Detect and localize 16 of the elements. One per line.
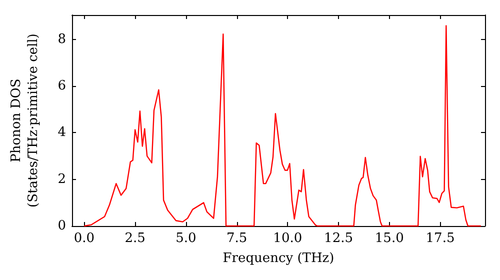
x-tick-label: 12.5	[324, 231, 353, 246]
y-axis-title: Phonon DOS (States/THz·primitive cell)	[9, 33, 41, 208]
x-tick-label: 7.5	[226, 231, 248, 246]
x-axis-title: Frequency (THz)	[222, 251, 334, 266]
y-tick-label: 0	[58, 218, 66, 234]
y-tick-label: 2	[58, 172, 66, 187]
y-tick-label: 6	[58, 78, 66, 94]
y-tick-label: 8	[58, 32, 66, 47]
x-tick-label: 15.0	[374, 231, 404, 246]
line-series	[84, 25, 482, 227]
x-tick-label: 5.0	[176, 231, 196, 246]
x-tick-label: 17.5	[426, 231, 455, 246]
y-tick-label: 4	[58, 125, 66, 140]
x-tick-label: 0.0	[74, 231, 95, 246]
x-tick-label: 2.5	[124, 231, 146, 246]
x-tick-label: 10.0	[273, 231, 302, 246]
